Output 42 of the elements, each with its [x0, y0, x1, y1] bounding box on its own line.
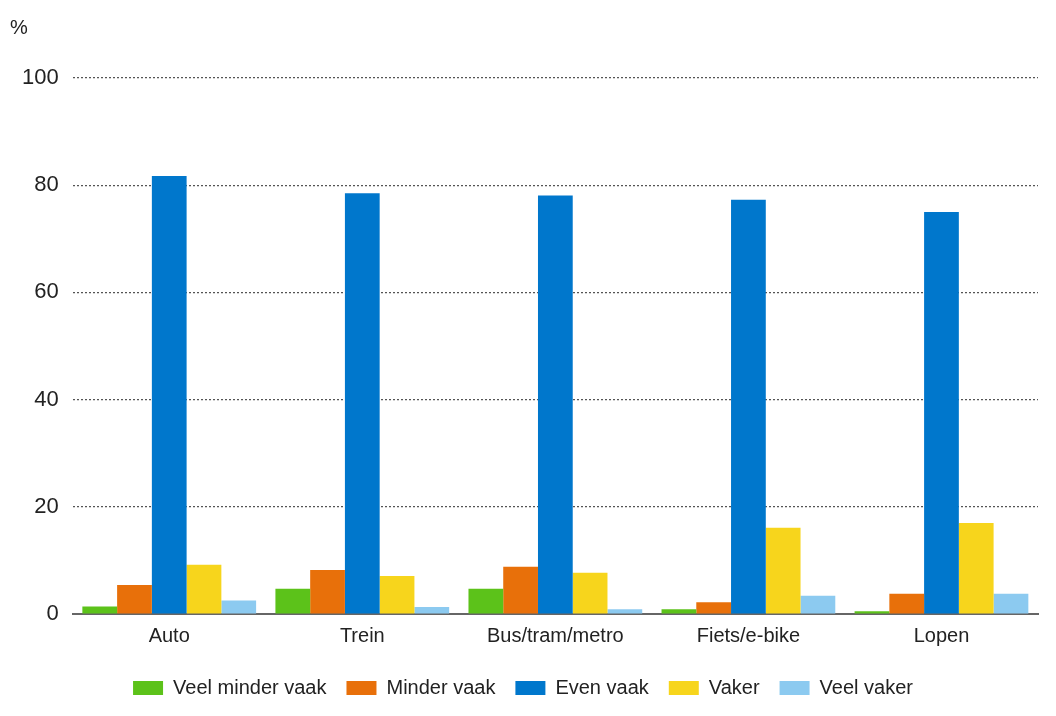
x-tick-label: Auto — [148, 623, 190, 646]
legend-label: Even vaak — [555, 675, 650, 698]
y-tick-label: 0 — [46, 600, 59, 626]
y-tick-label: 80 — [34, 171, 59, 197]
bar — [275, 588, 311, 614]
bar — [344, 193, 380, 614]
bar — [889, 593, 925, 614]
bar — [537, 195, 573, 614]
bar — [117, 585, 152, 614]
bar — [958, 522, 994, 614]
bar — [661, 609, 697, 614]
bar — [310, 570, 345, 614]
bar — [468, 588, 504, 614]
legend-label: Veel vaker — [819, 675, 914, 698]
bar — [924, 212, 959, 614]
x-tick-label: Fiets/e-bike — [696, 623, 801, 646]
bar — [765, 527, 801, 614]
y-axis-title: % — [10, 15, 28, 38]
legend-label: Minder vaak — [386, 675, 497, 698]
bar — [731, 199, 766, 614]
x-tick-label: Lopen — [913, 623, 970, 646]
bar — [186, 564, 222, 614]
y-tick-label: 40 — [34, 385, 59, 411]
bar — [221, 600, 257, 614]
bar — [993, 593, 1029, 614]
x-tick-label: Trein — [339, 623, 385, 646]
y-tick-label: 20 — [34, 492, 59, 518]
bar — [414, 607, 450, 614]
bar — [607, 609, 643, 614]
bar — [696, 602, 732, 614]
bar — [854, 611, 890, 614]
bar — [379, 575, 415, 614]
x-tick-label: Bus/tram/metro — [487, 623, 624, 646]
bar — [82, 606, 118, 614]
bar — [503, 566, 538, 614]
bar — [572, 572, 608, 614]
bar — [151, 176, 187, 614]
legend-label: Veel minder vaak — [173, 675, 328, 698]
legend-label: Vaker — [708, 675, 760, 698]
y-tick-label: 60 — [34, 278, 59, 304]
y-tick-label: 100 — [21, 64, 59, 90]
bar — [800, 595, 836, 614]
